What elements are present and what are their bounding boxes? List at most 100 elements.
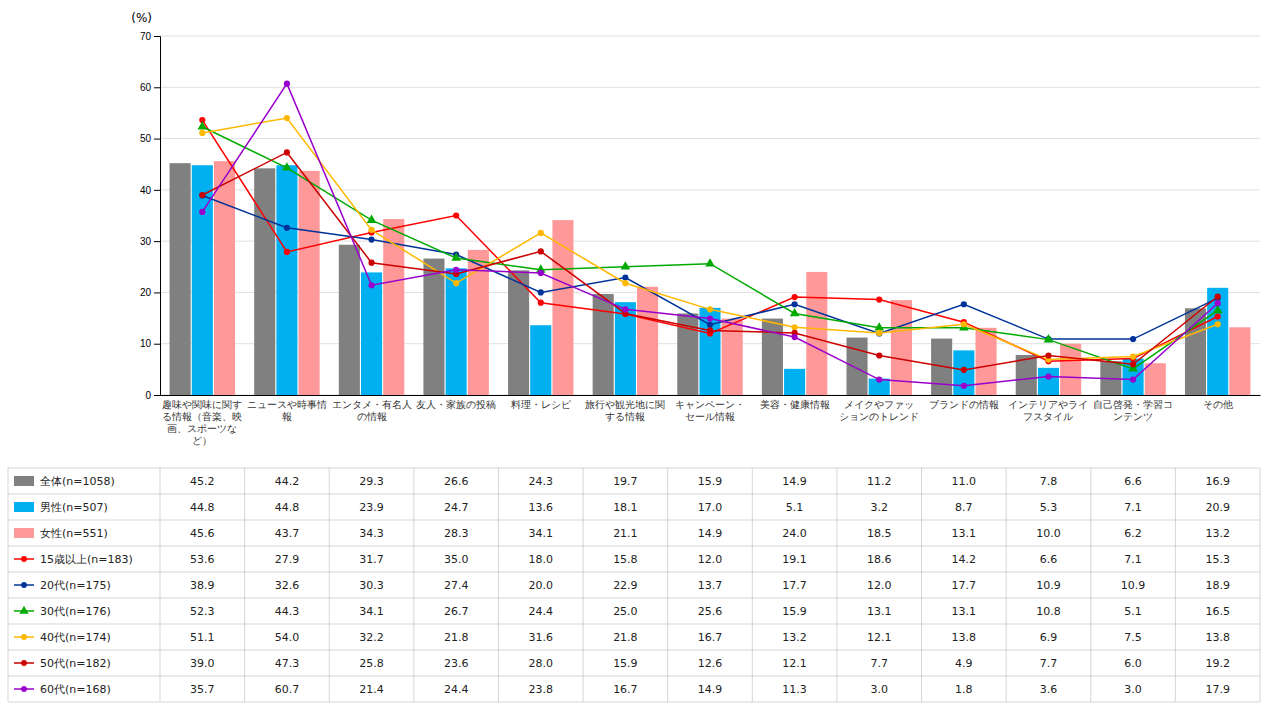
category-label: 友人・家族の投稿 [416,399,496,410]
table-cell: 39.0 [190,657,215,670]
table-cell: 44.8 [275,501,300,514]
table-cell: 31.7 [359,553,384,566]
table-cell: 29.3 [359,475,384,488]
bar [593,294,614,395]
bar [446,268,467,395]
legend-swatch [14,476,34,486]
table-cell: 12.1 [867,631,892,644]
line-series [198,121,1223,371]
table-cell: 12.0 [867,579,892,592]
table-cell: 24.0 [782,527,807,540]
table-cell: 16.7 [613,683,638,696]
marker [451,253,461,261]
table-cell: 60.7 [275,683,300,696]
category-label-line: ンテンツ [1113,411,1153,422]
table-cell: 28.0 [529,657,554,670]
table-line [8,598,1260,599]
table-line [8,520,1260,521]
table-cell: 26.6 [444,475,469,488]
table-cell: 11.3 [782,683,807,696]
marker [876,330,882,336]
table-cell: 24.7 [444,501,469,514]
table-cell: 51.1 [190,631,215,644]
bar [1145,363,1166,395]
marker [538,289,544,295]
table-line [667,468,668,702]
table-cell: 34.3 [359,527,384,540]
bar [254,168,275,395]
table-cell: 7.1 [1124,553,1142,566]
table-line [836,468,837,702]
table-cell: 14.9 [698,527,723,540]
table-cell: 35.0 [444,553,469,566]
marker [1130,353,1136,359]
category-label-line: する情報 [605,411,645,422]
table-cell: 22.9 [613,579,638,592]
line-series [199,192,1221,342]
marker [199,192,205,198]
legend-marker [21,582,27,588]
bar [1038,368,1059,395]
table-cell: 13.8 [1205,631,1230,644]
legend-label: 20代(n=175) [40,579,111,592]
table-cell: 14.2 [952,553,977,566]
table-cell: 13.1 [952,527,977,540]
line [202,84,1217,386]
table-cell: 28.3 [444,527,469,540]
table-cell: 7.5 [1124,631,1142,644]
marker [538,230,544,236]
bar [1229,327,1250,395]
marker [1044,334,1054,342]
category-label: 美容・健康情報 [760,399,830,410]
table-cell: 6.0 [1124,657,1142,670]
marker [876,377,882,383]
category-label-line: 旅行や観光地に関 [585,399,665,410]
marker [284,115,290,121]
category-label-line: エンタメ・有名人 [332,399,412,410]
y-tick-mark [154,344,160,345]
table-row: 女性(n=551)45.643.734.328.334.121.114.924.… [14,527,1230,540]
marker [1130,336,1136,342]
table-cell: 11.2 [867,475,892,488]
table-cell: 24.3 [529,475,554,488]
table-cell: 13.7 [698,579,723,592]
table-cell: 14.9 [698,683,723,696]
line [202,118,1217,360]
table-line [1090,468,1091,702]
legend-label: 30代(n=176) [40,605,111,618]
table-cell: 3.6 [1040,683,1058,696]
category-label-line: 料理・レシピ [511,399,571,410]
grid-line [160,292,1260,293]
table-cell: 10.9 [1036,579,1061,592]
table-cell: 44.2 [275,475,300,488]
table-cell: 3.0 [870,683,888,696]
table-cell: 6.6 [1040,553,1058,566]
table-cell: 30.3 [359,579,384,592]
table-line [8,624,1260,625]
y-tick-label: 40 [140,185,152,196]
table-row: 50代(n=182)39.047.325.823.628.015.912.612… [14,657,1230,670]
marker [284,249,290,255]
marker [284,225,290,231]
table-cell: 53.6 [190,553,215,566]
marker [1215,313,1221,319]
marker [622,280,628,286]
legend-label: 女性(n=551) [40,527,108,540]
marker [707,306,713,312]
table-cell: 13.1 [867,605,892,618]
category-label-line: 報 [282,411,292,422]
table-cell: 8.7 [955,501,973,514]
marker [453,212,459,218]
y-tick: 60 [140,82,160,93]
table-cell: 13.2 [1205,527,1230,540]
table-cell: 34.1 [529,527,554,540]
category-label: ブランドの情報 [929,399,999,410]
table-cell: 7.1 [1124,501,1142,514]
y-tick: 40 [140,185,160,196]
bar [214,161,235,395]
table-cell: 25.8 [359,657,384,670]
table-cell: 20.0 [529,579,554,592]
marker [1045,352,1051,358]
category-label-line: キャンペーン・ [675,399,745,410]
table-row: 全体(n=1058)45.244.229.326.624.319.715.914… [14,475,1230,488]
